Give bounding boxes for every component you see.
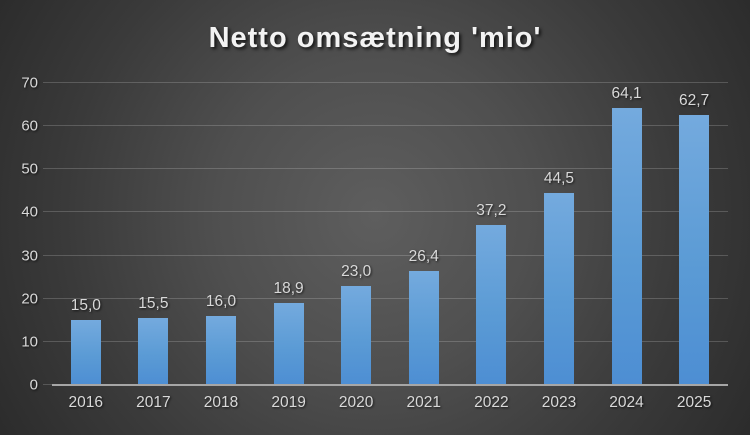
x-axis-label: 2023 <box>541 394 577 411</box>
y-axis-label: 10 <box>21 333 38 351</box>
bar <box>138 318 169 385</box>
bar <box>70 320 101 385</box>
gridline <box>52 297 728 299</box>
bar-value-label: 23,0 <box>341 262 372 280</box>
x-axis-label: 2021 <box>406 394 441 411</box>
x-axis-label: 2019 <box>271 394 306 411</box>
bar-column: 64,1 <box>593 83 661 385</box>
y-axis-tick <box>43 340 52 342</box>
x-axis-label: 2025 <box>676 394 712 411</box>
bar <box>611 108 642 385</box>
bar-column: 26,4 <box>390 83 458 385</box>
bar <box>476 224 507 385</box>
x-axis-line <box>52 384 728 386</box>
bar-column: 44,5 <box>525 83 593 385</box>
gridline <box>52 340 728 342</box>
bar-column: 15,5 <box>120 83 188 385</box>
y-axis-tick <box>43 297 52 299</box>
x-axis-labels: 2016 2017 2018 2019 2020 2021 2022 2023 2024 2025 <box>52 394 728 412</box>
gridline <box>52 82 728 83</box>
bar-value-label: 26,4 <box>408 248 439 266</box>
bar-column: 18,9 <box>255 83 323 385</box>
gridline <box>52 125 728 127</box>
x-axis-label: 2017 <box>136 394 171 411</box>
x-axis-label: 2022 <box>474 394 509 411</box>
bar-column: 16,0 <box>187 83 255 385</box>
x-axis-label: 2024 <box>609 394 644 411</box>
y-axis-tick <box>43 254 52 256</box>
chart-title: Netto omsætning 'mio' <box>208 22 542 54</box>
y-axis-tick <box>43 168 52 170</box>
bar-column: 37,2 <box>458 83 526 385</box>
bars-row: 15,0 15,5 16,0 18,9 23,0 26,4 37,2 44,5 64,1 62,7 <box>52 83 728 385</box>
y-axis-label: 50 <box>21 160 38 178</box>
gridline <box>52 211 728 213</box>
bar <box>679 114 710 385</box>
x-axis-label: 2018 <box>203 394 239 411</box>
bar-value-label: 44,5 <box>543 170 575 188</box>
bar-value-label: 37,2 <box>476 201 507 219</box>
bar <box>273 303 304 385</box>
bar-column: 62,7 <box>660 83 728 385</box>
gridline <box>52 168 728 170</box>
x-axis-label: 2020 <box>338 394 374 411</box>
bar <box>543 193 574 385</box>
y-axis-label: 60 <box>21 117 38 135</box>
bar <box>408 271 439 385</box>
bar-column: 15,0 <box>52 83 120 385</box>
bar-value-label: 18,9 <box>273 280 304 298</box>
y-axis-tick <box>43 125 52 127</box>
y-axis-tick <box>43 384 52 385</box>
y-axis-tick <box>43 82 52 83</box>
gridline <box>52 254 728 256</box>
bar <box>205 315 236 385</box>
bar-value-label: 15,5 <box>138 295 169 313</box>
y-axis-label: 40 <box>21 203 38 221</box>
y-axis-label: 20 <box>21 290 38 308</box>
y-axis-label: 30 <box>21 247 38 265</box>
bar <box>341 285 372 385</box>
plot-area: 15,0 15,5 16,0 18,9 23,0 26,4 37,2 44,5 64,1 62,7… <box>21 75 728 411</box>
bar-value-label: 16,0 <box>205 292 237 310</box>
bar-value-label: 62,7 <box>679 91 710 109</box>
y-axis-label: 0 <box>29 376 38 394</box>
x-axis-label: 2016 <box>68 394 104 411</box>
bar-value-label: 15,0 <box>70 297 101 315</box>
bar-value-label: 64,1 <box>611 85 642 103</box>
y-axis-label: 70 <box>21 74 38 92</box>
y-axis-tick <box>43 211 52 213</box>
bar-column: 23,0 <box>322 83 390 385</box>
